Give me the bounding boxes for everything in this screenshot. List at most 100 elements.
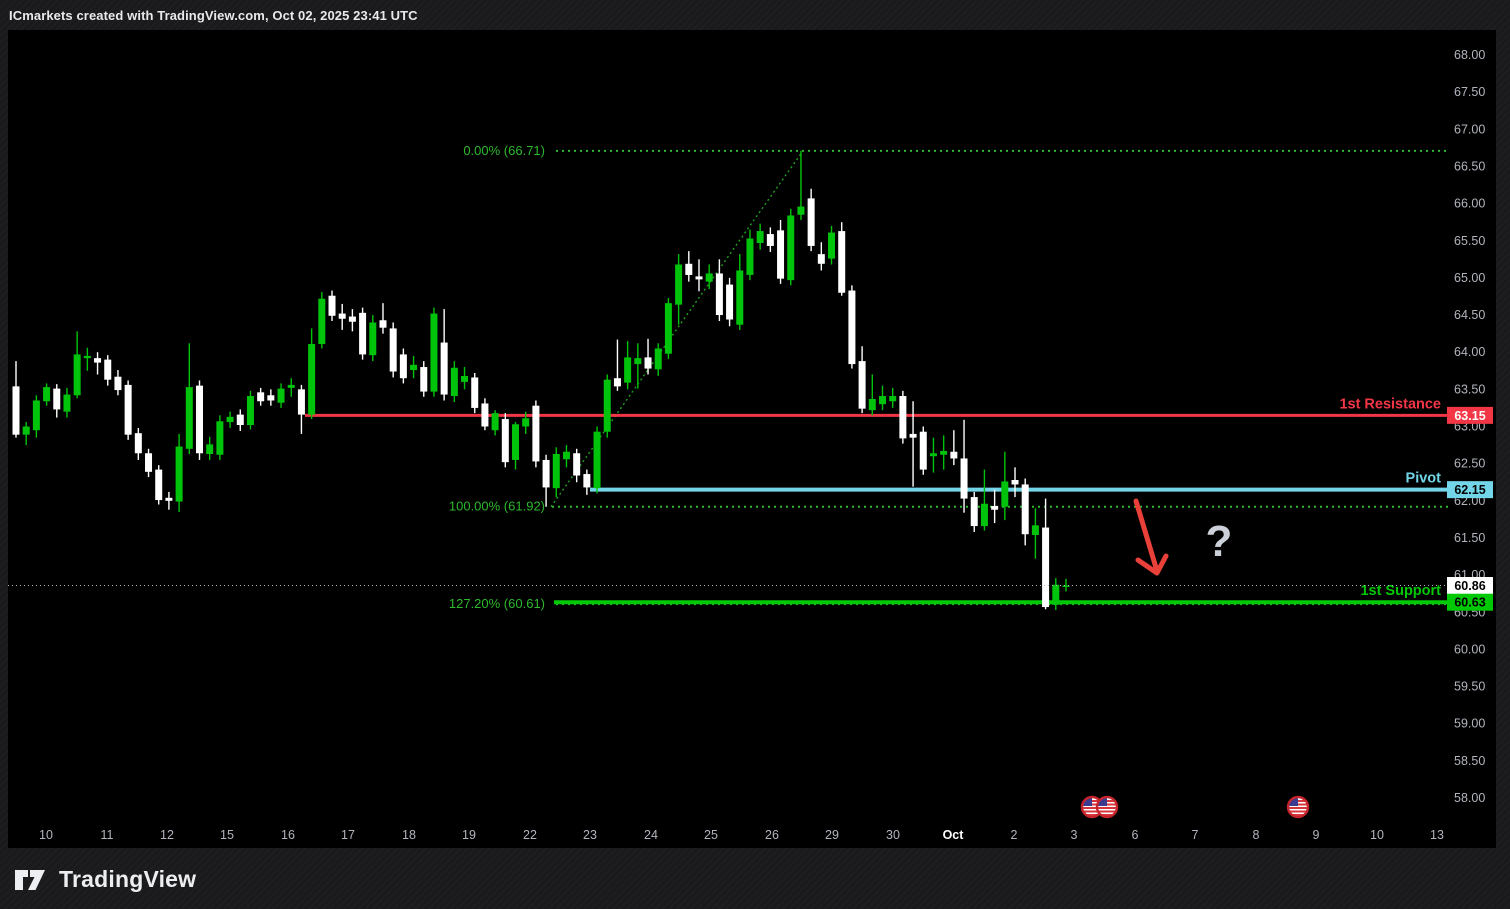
candle-body	[766, 234, 774, 246]
candle-body	[165, 497, 173, 501]
chart-panel[interactable]	[8, 30, 1496, 848]
candle-body	[675, 264, 683, 305]
candle	[175, 433, 183, 512]
candle-body	[471, 377, 479, 408]
candle	[970, 491, 978, 533]
candle	[1052, 578, 1060, 611]
candle	[940, 435, 948, 470]
candle-body	[175, 446, 183, 502]
time-axis-label: 22	[523, 828, 537, 842]
time-axis-label: 11	[101, 828, 114, 842]
time-axis-label: 9	[1313, 828, 1320, 842]
candle	[624, 341, 632, 390]
candle	[542, 454, 550, 507]
candle	[715, 259, 723, 321]
candle-body	[593, 431, 601, 489]
candle	[338, 303, 346, 330]
candle	[858, 346, 866, 414]
candle	[267, 389, 275, 406]
candle	[1011, 467, 1019, 498]
us-flag-icon[interactable]	[1286, 795, 1310, 819]
candle	[430, 307, 438, 397]
candle-body	[1052, 584, 1060, 605]
time-axis-label: 30	[886, 828, 900, 842]
candle-body	[624, 357, 632, 383]
candle	[53, 384, 61, 418]
candle	[450, 361, 458, 402]
candle	[512, 422, 520, 470]
candle-body	[929, 453, 937, 457]
tradingview-logo[interactable]: TradingView	[0, 866, 196, 893]
fib-level-label: 0.00% (66.71)	[463, 143, 545, 158]
candle	[685, 251, 693, 282]
candle-body	[909, 433, 917, 438]
time-axis-label: 12	[160, 828, 174, 842]
time-axis-label: Oct	[943, 828, 965, 842]
candle-body	[552, 453, 560, 489]
candle-body	[726, 284, 734, 320]
candle	[461, 367, 469, 390]
candle-body	[828, 232, 836, 259]
time-axis-label: 7	[1192, 828, 1199, 842]
candle-body	[777, 230, 785, 279]
chart-title: ICmarkets created with TradingView.com, …	[9, 7, 418, 23]
candle-body	[481, 403, 489, 427]
price-axis[interactable]: 68.00 67.50 67.00 66.50 66.00 65.50 65.00 64.50…	[1454, 48, 1485, 805]
candle	[787, 208, 795, 286]
candle	[522, 411, 530, 434]
candle	[552, 447, 560, 498]
price-axis-label: 68.00	[1454, 48, 1485, 62]
fib-level-label: 127.20% (60.61)	[449, 596, 545, 611]
candle-body	[491, 413, 499, 431]
time-axis-label: 6	[1132, 828, 1139, 842]
candle-body	[980, 503, 988, 527]
candle-body	[685, 263, 693, 275]
candle	[1001, 451, 1009, 521]
time-axis-label: 24	[644, 828, 658, 842]
candle-body	[287, 384, 295, 388]
candle	[1031, 508, 1039, 559]
candle	[583, 469, 591, 495]
candle-body	[338, 313, 346, 319]
candle	[471, 373, 479, 414]
candle-body	[277, 388, 285, 403]
candle-body	[12, 386, 20, 435]
us-flag-icon[interactable]	[1080, 795, 1104, 819]
candle	[297, 384, 305, 434]
candle-body	[461, 375, 469, 382]
candle	[348, 309, 356, 332]
candle-body	[1031, 525, 1039, 535]
candle	[828, 225, 836, 265]
time-axis-label: 10	[1370, 828, 1384, 842]
candle	[756, 223, 764, 250]
time-axis[interactable]: 10 11 12 15 16 17 18 19 22 23 24 25 26 29 30 Oct 2 3 6 7 8 9 1…	[39, 828, 1444, 842]
price-level-label: Pivot	[1406, 471, 1442, 487]
candle-body	[746, 238, 754, 275]
candle-body	[664, 303, 672, 354]
candle-body	[379, 320, 387, 328]
price-tag: 62.15	[1447, 481, 1493, 499]
price-tag: 60.63	[1447, 593, 1493, 611]
svg-text:62.15: 62.15	[1454, 483, 1485, 497]
candle-body	[226, 416, 234, 423]
time-axis-label: 13	[1430, 828, 1444, 842]
candle-body	[155, 469, 163, 501]
time-axis-label: 17	[341, 828, 355, 842]
candle	[440, 309, 448, 401]
down-arrow-annotation	[1133, 498, 1169, 576]
candle	[369, 315, 377, 362]
candle	[1042, 498, 1050, 610]
candle	[562, 445, 570, 468]
candle-body	[53, 388, 61, 410]
candle-body	[399, 354, 407, 379]
candle	[654, 343, 662, 376]
candle	[1062, 578, 1070, 592]
candle	[399, 348, 407, 384]
candle	[705, 264, 713, 290]
price-axis-label: 58.00	[1454, 791, 1485, 805]
candle	[216, 415, 224, 460]
candle	[32, 395, 40, 438]
us-flag-icon[interactable]	[1095, 795, 1119, 819]
candle	[501, 413, 509, 468]
